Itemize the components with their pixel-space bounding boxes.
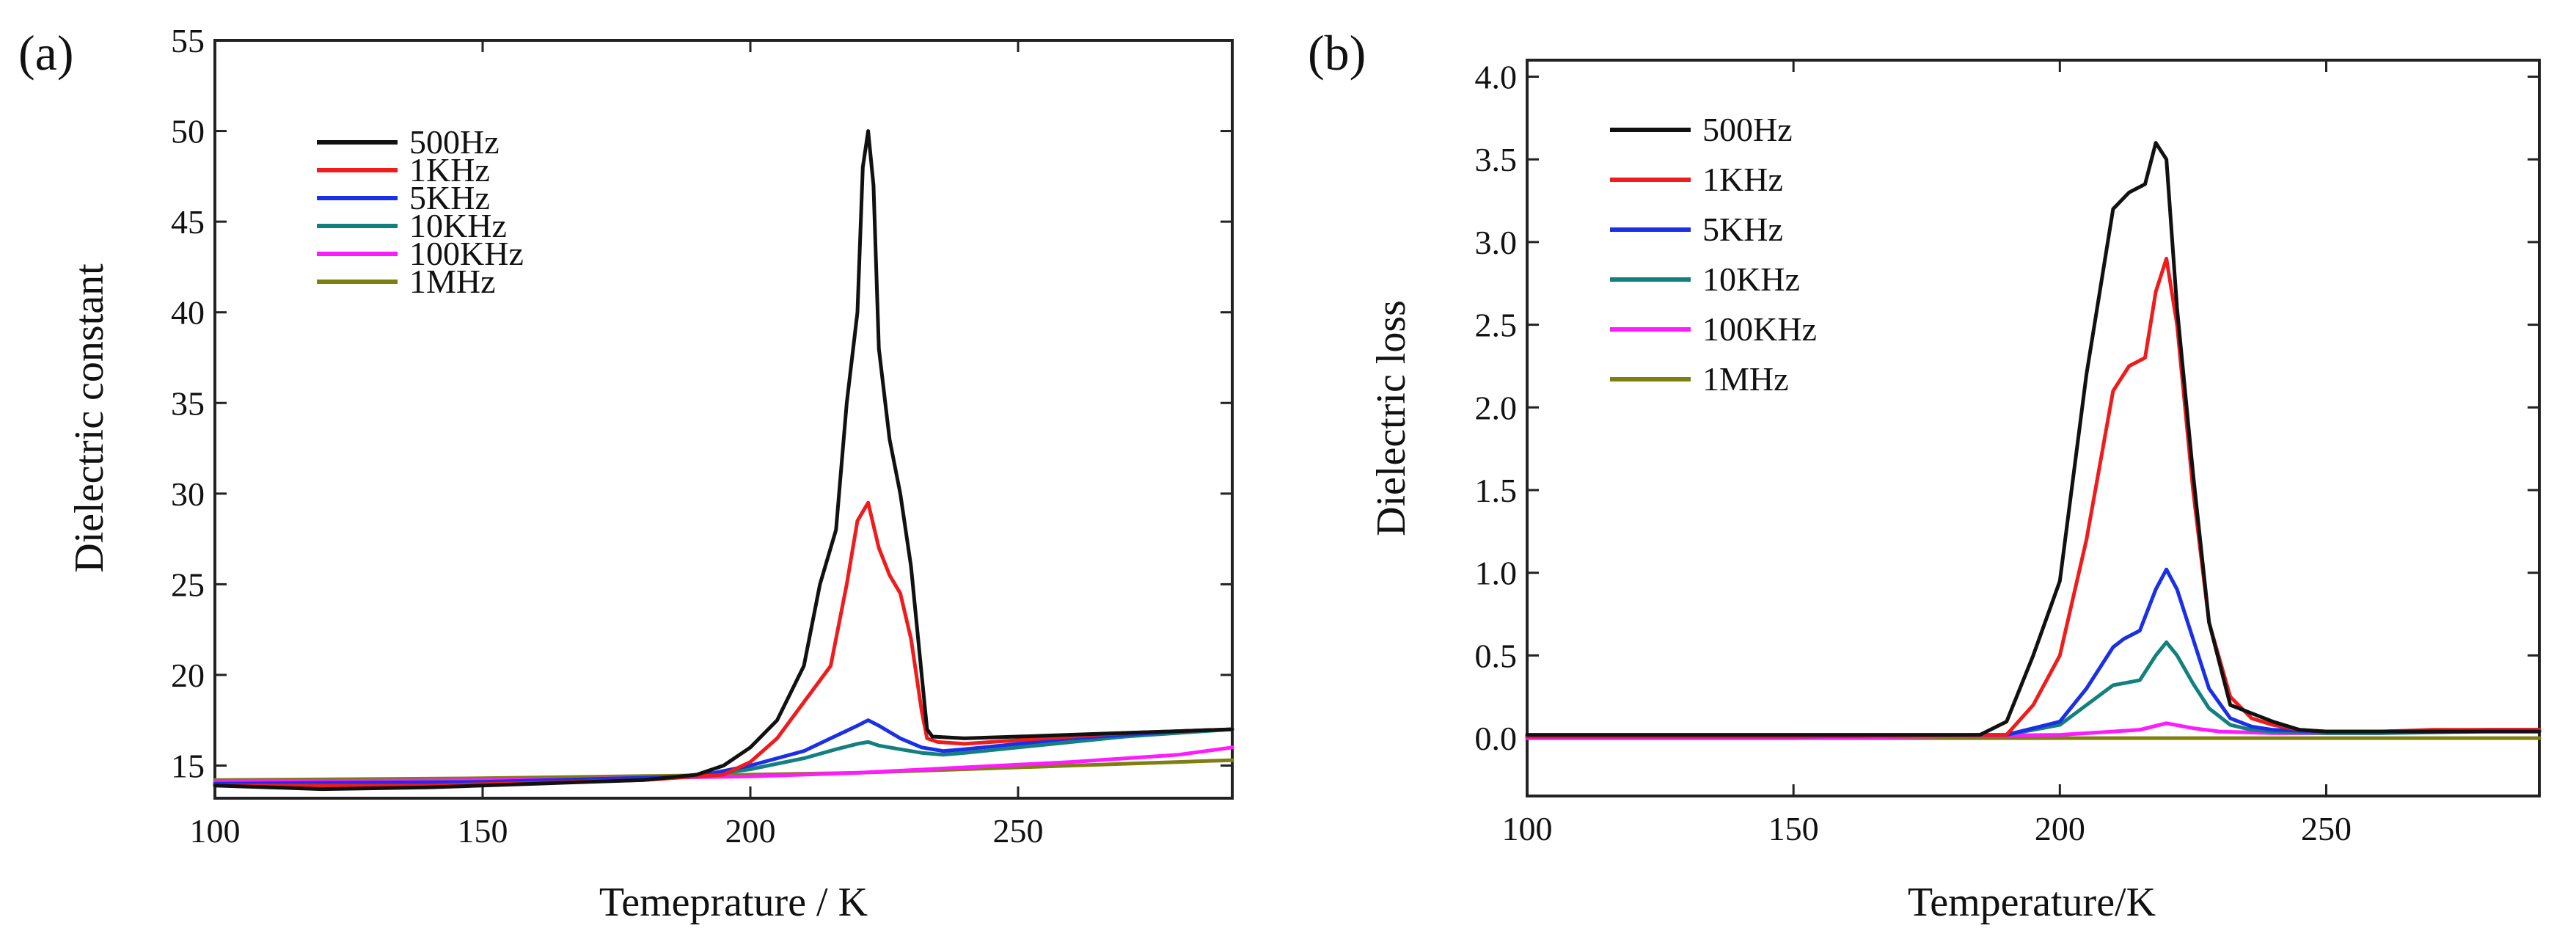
panel-a-label: (a): [18, 25, 73, 81]
panel-b-legend: 500Hz 1KHz 5KHz 10KHz 100KHz 1MHz: [1610, 111, 1817, 398]
x-tick-label: 150: [458, 812, 508, 850]
y-tick-label: 0.0: [1475, 720, 1518, 757]
panel-a-x-axis: 100 150 200 250: [190, 40, 1044, 850]
panel-a-series-500hz: [213, 129, 1234, 792]
panel-b-plot-frame: [1526, 59, 2541, 797]
y-tick-label: 3.0: [1475, 224, 1518, 261]
legend-label-1khz: 1KHz: [409, 151, 490, 189]
y-tick-label: 40: [171, 294, 205, 332]
y-tick-label: 25: [171, 566, 205, 603]
legend-label-100khz: 100KHz: [409, 235, 524, 272]
y-tick-label: 55: [171, 22, 205, 59]
panel-a-y-axis: 15 20 25 30 35 40 45 50 55: [171, 22, 1232, 785]
x-tick-label: 200: [2035, 810, 2085, 847]
legend-label-1mhz: 1MHz: [409, 263, 496, 300]
x-tick-label: 100: [190, 812, 241, 850]
legend-label-10khz: 10KHz: [1702, 260, 1800, 298]
legend-label-5khz: 5KHz: [409, 179, 490, 216]
y-tick-label: 20: [171, 657, 205, 694]
panel-a-plot-frame: [213, 39, 1234, 800]
x-tick-label: 250: [993, 812, 1044, 850]
legend-label-100khz: 100KHz: [1702, 310, 1817, 348]
y-tick-label: 15: [171, 748, 205, 785]
x-tick-label: 100: [1502, 810, 1553, 847]
x-tick-label: 150: [1768, 810, 1819, 847]
legend-label-1mhz: 1MHz: [1702, 360, 1789, 398]
y-tick-label: 50: [171, 113, 205, 150]
panel-a-series-1khz: [213, 500, 1234, 788]
panel-a-x-axis-title: Temeprature / K: [599, 880, 868, 925]
y-tick-label: 4.0: [1475, 59, 1518, 96]
panel-a-series-10khz: [213, 727, 1234, 786]
legend-label-500hz: 500Hz: [409, 123, 500, 161]
y-tick-label: 30: [171, 475, 205, 513]
legend-label-500hz: 500Hz: [1702, 111, 1793, 148]
y-tick-label: 1.5: [1475, 472, 1518, 509]
x-tick-label: 250: [2301, 810, 2352, 847]
panel-a-series: [213, 129, 1234, 792]
legend-label-1khz: 1KHz: [1702, 161, 1783, 198]
y-tick-label: 45: [171, 203, 205, 241]
panel-a: (a) 100 150 200 250 15 20 25 30 35 40 45 50 55 Teme…: [18, 22, 1234, 925]
panel-b-label: (b): [1308, 25, 1366, 81]
panel-a-y-axis-title: Dielectric constant: [67, 263, 112, 573]
panel-b-x-axis: 100 150 200 250: [1502, 60, 2352, 847]
panel-b-y-axis: 0.0 0.5 1.0 1.5 2.0 2.5 3.0 3.5 4.0: [1475, 59, 2539, 757]
panel-b-x-axis-title: Temperature/K: [1908, 880, 2156, 925]
y-tick-label: 2.0: [1475, 389, 1518, 426]
y-tick-label: 3.5: [1475, 141, 1518, 178]
panel-b-series-500hz: [1525, 141, 2542, 737]
panel-b-series: [1525, 141, 2542, 740]
y-tick-label: 35: [171, 384, 205, 422]
y-tick-label: 0.5: [1475, 637, 1518, 674]
y-tick-label: 2.5: [1475, 307, 1518, 344]
y-tick-label: 1.0: [1475, 555, 1518, 592]
legend-label-10khz: 10KHz: [409, 207, 507, 244]
panel-b-y-axis-title: Dielectric loss: [1369, 300, 1414, 536]
x-tick-label: 200: [725, 812, 776, 850]
panel-b: (b) 100 150 200 250 0.0 0.5 1.0 1.5 2.0 2.5 3.0 3.…: [1308, 25, 2542, 925]
legend-label-5khz: 5KHz: [1702, 211, 1783, 248]
